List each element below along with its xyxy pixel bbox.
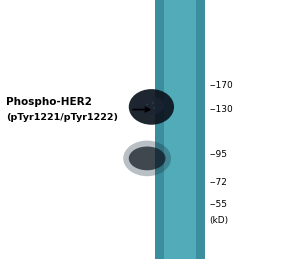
- Bar: [155, 0, 205, 259]
- Bar: [164, 0, 196, 259]
- Ellipse shape: [152, 102, 154, 103]
- Text: Phospho-HER2: Phospho-HER2: [6, 97, 91, 107]
- Ellipse shape: [135, 97, 165, 115]
- Text: (kD): (kD): [209, 216, 229, 225]
- Ellipse shape: [129, 147, 166, 170]
- Ellipse shape: [148, 109, 149, 110]
- Text: --55: --55: [209, 200, 228, 209]
- Text: --95: --95: [209, 150, 228, 159]
- Ellipse shape: [129, 89, 174, 125]
- Bar: [155, 0, 164, 259]
- Ellipse shape: [123, 140, 171, 176]
- Text: --72: --72: [209, 178, 227, 187]
- Text: (pTyr1221/pTyr1222): (pTyr1221/pTyr1222): [6, 113, 118, 122]
- Text: --170: --170: [209, 81, 233, 90]
- Ellipse shape: [146, 103, 148, 105]
- Text: --130: --130: [209, 105, 233, 114]
- Bar: [196, 0, 205, 259]
- Ellipse shape: [153, 108, 155, 109]
